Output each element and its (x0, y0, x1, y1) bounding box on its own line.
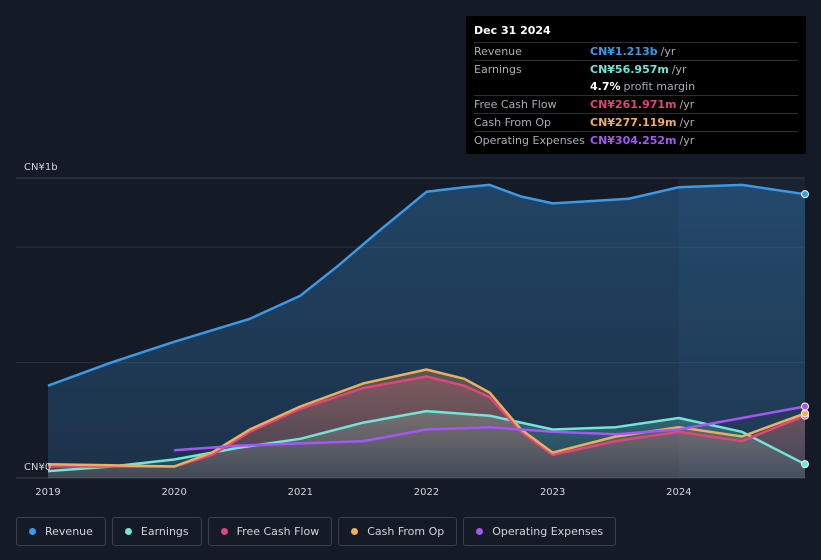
tooltip-unit: /yr (679, 134, 695, 147)
end-marker-earnings (801, 460, 809, 469)
data-tooltip: Dec 31 2024 Revenue CN¥1.213b /yr Earnin… (466, 16, 806, 154)
tooltip-value: CN¥56.957m (590, 63, 669, 76)
area-revenue (48, 184, 805, 478)
line-revenue (47, 183, 806, 387)
tooltip-value: CN¥1.213b (590, 45, 658, 58)
tooltip-row-free-cash-flow: Free Cash Flow CN¥261.971m /yr (474, 95, 798, 113)
legend-dot-icon (124, 528, 132, 535)
x-tick-label: 2022 (414, 487, 439, 498)
tooltip-value: 4.7% (590, 80, 621, 93)
legend-label: Earnings (140, 525, 189, 538)
tooltip-date: Dec 31 2024 (474, 24, 551, 37)
chart-legend: Revenue Earnings Free Cash Flow Cash Fro… (16, 517, 617, 546)
legend-dot-icon (29, 528, 36, 535)
legend-label: Cash From Op (367, 525, 445, 538)
legend-label: Free Cash Flow (236, 525, 320, 538)
tooltip-label: Revenue (474, 45, 522, 58)
x-tick-label: 2020 (161, 487, 186, 498)
end-marker-cash-from-op (801, 409, 809, 418)
tooltip-unit: /yr (679, 98, 695, 111)
tooltip-label: Earnings (474, 63, 522, 76)
x-tick-label: 2021 (288, 487, 313, 498)
tooltip-row-operating-expenses: Operating Expenses CN¥304.252m /yr (474, 131, 798, 149)
legend-dot-icon (220, 528, 228, 535)
x-tick-label: 2023 (540, 487, 565, 498)
tooltip-row-cash-from-op: Cash From Op CN¥277.119m /yr (474, 113, 798, 131)
legend-label: Operating Expenses (492, 525, 604, 538)
tooltip-unit: profit margin (623, 80, 696, 93)
tooltip-label: Cash From Op (474, 116, 552, 129)
tooltip-value: CN¥261.971m (590, 98, 677, 111)
legend-item-earnings[interactable]: Earnings (111, 517, 202, 546)
financials-chart: CN¥1b CN¥0 2019 2020 2021 2022 2023 2024 (16, 162, 809, 498)
tooltip-label: Operating Expenses (474, 134, 585, 147)
tooltip-unit: /yr (660, 45, 676, 58)
line-operating-expenses (174, 405, 806, 452)
legend-dot-icon (476, 528, 484, 535)
tooltip-value: CN¥277.119m (590, 116, 677, 129)
line-earnings (47, 409, 806, 473)
legend-item-revenue[interactable]: Revenue (16, 517, 106, 546)
legend-label: Revenue (45, 525, 93, 538)
tooltip-unit: /yr (679, 116, 695, 129)
y-axis-bottom-label: CN¥0 (24, 462, 51, 473)
legend-item-free-cash-flow[interactable]: Free Cash Flow (207, 517, 333, 546)
area-cash-from-op (48, 369, 805, 478)
tooltip-row-earnings: Earnings CN¥56.957m /yr (474, 60, 798, 78)
y-axis-top-label: CN¥1b (24, 162, 58, 173)
x-tick-label: 2019 (35, 487, 60, 498)
x-tick-label: 2024 (666, 487, 691, 498)
end-marker-operating-expenses (801, 402, 809, 411)
legend-item-cash-from-op[interactable]: Cash From Op (338, 517, 458, 546)
tooltip-row-profit-margin: 4.7% profit margin (474, 78, 798, 95)
end-marker-revenue (801, 190, 809, 199)
legend-item-operating-expenses[interactable]: Operating Expenses (463, 517, 617, 546)
tooltip-label: Free Cash Flow (474, 98, 557, 111)
tooltip-unit: /yr (671, 63, 687, 76)
tooltip-value: CN¥304.252m (590, 134, 677, 147)
tooltip-row-revenue: Revenue CN¥1.213b /yr (474, 42, 798, 60)
legend-dot-icon (351, 528, 359, 535)
